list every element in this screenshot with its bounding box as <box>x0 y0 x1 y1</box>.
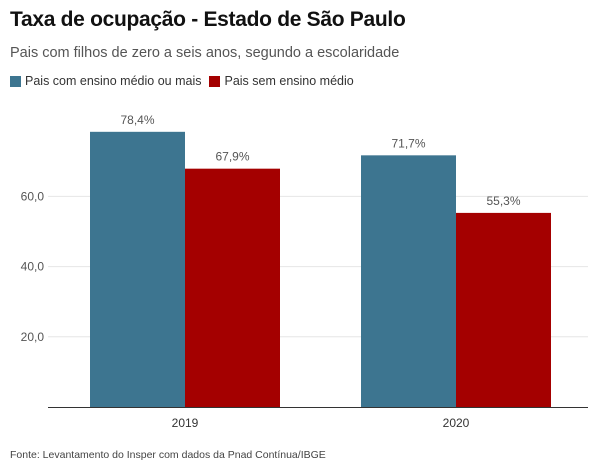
bar <box>456 212 551 407</box>
x-tick-label: 2020 <box>443 416 470 430</box>
x-tick-label: 2019 <box>172 416 199 430</box>
legend-label-with-high-school: Pais com ensino médio ou mais <box>25 74 202 88</box>
data-label: 67,9% <box>215 150 249 164</box>
legend-item-with-high-school: Pais com ensino médio ou mais <box>10 74 201 88</box>
y-tick-label: 60,0 <box>21 189 45 203</box>
bar <box>185 168 280 407</box>
bar <box>361 155 456 407</box>
chart-subtitle: Pais com filhos de zero a seis anos, seg… <box>10 45 400 61</box>
bar-layer <box>90 131 551 408</box>
source-note: Fonte: Levantamento do Insper com dados … <box>10 449 326 461</box>
label-layer: 20,0 40,0 60,0 78,4% 67,9% 2019 71,7% 55,3% 2020 <box>21 113 521 430</box>
legend-item-without-high-school: Pais sem ensino médio <box>209 74 354 88</box>
legend-swatch-without-high-school <box>209 75 221 87</box>
data-label: 55,3% <box>486 194 520 208</box>
y-tick-label: 40,0 <box>21 260 45 274</box>
data-label: 71,7% <box>391 136 425 150</box>
data-label: 78,4% <box>120 113 154 127</box>
chart-title: Taxa de ocupação - Estado de São Paulo <box>10 8 406 31</box>
y-tick-label: 20,0 <box>21 330 45 344</box>
legend: Pais com ensino médio ou mais Pais sem e… <box>10 74 362 88</box>
legend-label-without-high-school: Pais sem ensino médio <box>224 74 354 88</box>
legend-swatch-with-high-school <box>10 75 21 87</box>
bar <box>90 131 185 408</box>
